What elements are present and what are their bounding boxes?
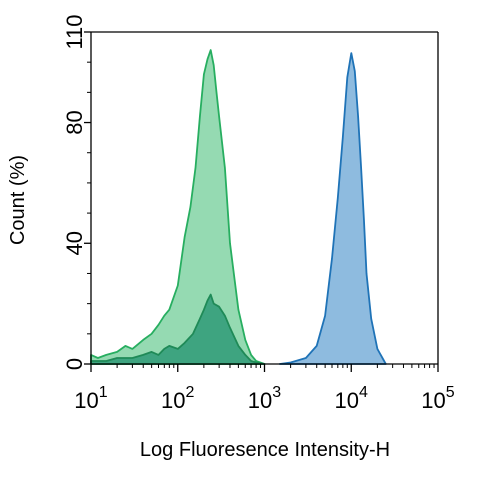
plot-frame [90, 31, 439, 365]
histogram-series-3 [278, 52, 387, 365]
histogram-series [90, 49, 387, 365]
x-tick-label: 104 [335, 384, 368, 413]
histogram-series-1 [90, 49, 266, 365]
x-tick-label: 103 [248, 384, 281, 413]
y-tick-label: 110 [62, 14, 87, 49]
x-tick-label: 102 [161, 384, 194, 413]
x-axis-title: Log Fluoresence Intensity-H [140, 439, 390, 461]
y-axis-title: Count (%) [7, 155, 29, 245]
y-tick-label: 40 [62, 231, 87, 255]
x-tick-label: 101 [74, 384, 107, 413]
histogram-series-2 [90, 293, 266, 365]
y-tick-label: 0 [62, 358, 87, 370]
y-tick-label: 80 [62, 110, 87, 134]
x-tick-label: 105 [421, 384, 454, 413]
